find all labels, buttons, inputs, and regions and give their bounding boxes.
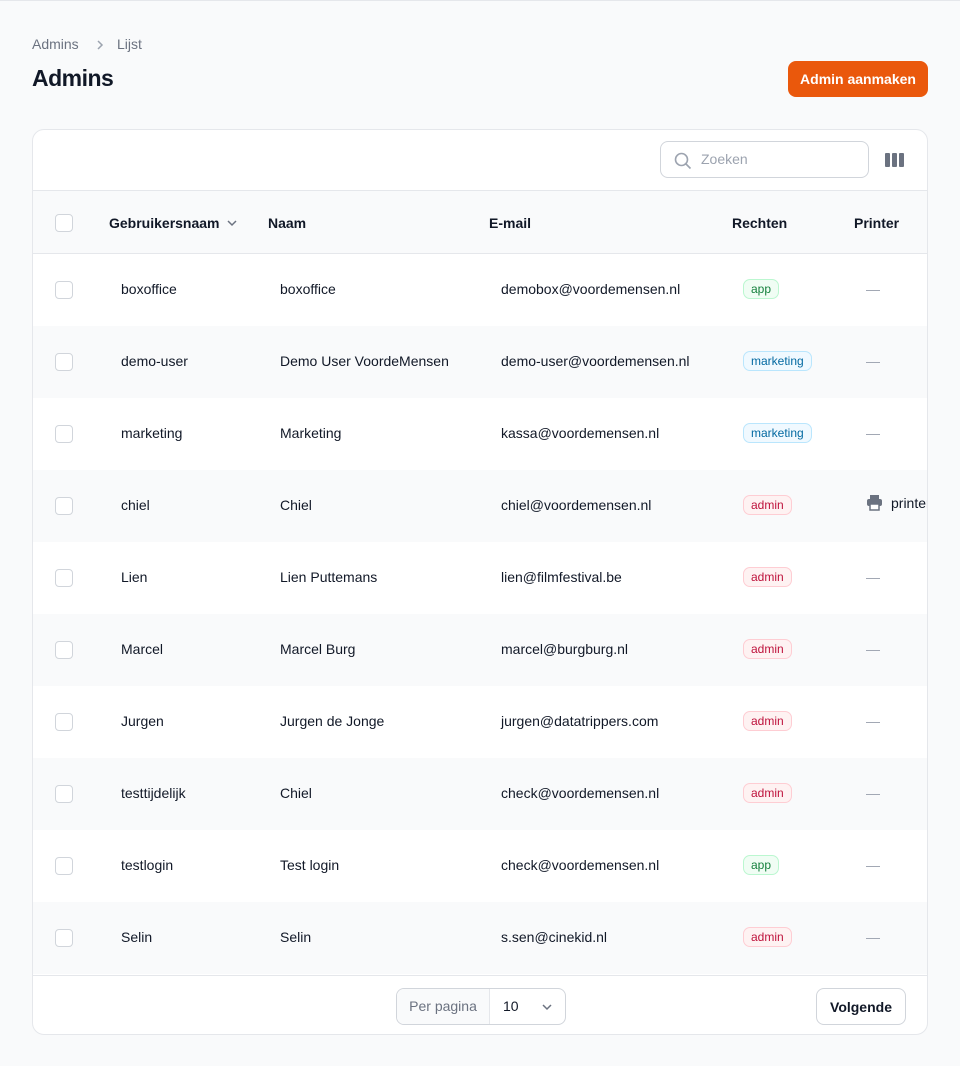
column-header[interactable]: Gebruikersnaam <box>109 215 238 231</box>
cell: kassa@voordemensen.nl <box>501 425 660 441</box>
printer-cell: printer <box>866 494 928 511</box>
create-button[interactable]: Admin aanmaken <box>788 61 928 97</box>
cell: chiel@voordemensen.nl <box>501 497 652 513</box>
table-row: marketing Marketing kassa@voordemensen.nl m… <box>33 398 927 470</box>
cell: s.sen@cinekid.nl <box>501 929 608 945</box>
next-button[interactable]: Volgende <box>816 988 906 1025</box>
cell: Jurgen de Jonge <box>280 713 385 729</box>
role-badge: marketing <box>743 351 812 371</box>
printer-cell: — <box>866 785 880 801</box>
table-row: Lien Lien Puttemans lien@filmfestival.be ad… <box>33 542 927 614</box>
column-header[interactable]: E-mail <box>489 215 532 231</box>
cell: chiel <box>121 497 150 513</box>
breadcrumb[interactable]: Admins <box>32 36 79 52</box>
cell: check@voordemensen.nl <box>501 785 660 801</box>
printer-cell: — <box>866 641 880 657</box>
columns-toggle[interactable] <box>885 152 904 168</box>
checkbox[interactable] <box>55 353 73 371</box>
role-badge: app <box>743 855 780 875</box>
column-header[interactable]: Naam <box>268 215 307 231</box>
cell: marketing <box>121 425 183 441</box>
checkbox[interactable] <box>55 569 73 587</box>
cell: Marcel Burg <box>280 641 356 657</box>
role-badge: app <box>743 279 780 299</box>
table-card: Zoeken Gebruikersnaam Naam E-mail Rechten Pr… <box>32 129 928 1035</box>
table-row: Selin Selin s.sen@cinekid.nl admin — <box>33 902 927 974</box>
pagination: Per pagina 10 Volgende <box>33 975 927 1034</box>
column-header[interactable]: Printer <box>854 215 900 231</box>
cell: demobox@voordemensen.nl <box>501 281 681 297</box>
column-header[interactable]: Rechten <box>732 215 788 231</box>
cell: boxoffice <box>121 281 177 297</box>
checkbox[interactable] <box>55 929 73 947</box>
checkbox[interactable] <box>55 641 73 659</box>
cell: Jurgen <box>121 713 164 729</box>
printer-cell: — <box>866 425 880 441</box>
sort-icon <box>226 220 237 227</box>
cell: testlogin <box>121 857 174 873</box>
cell: Lien Puttemans <box>280 569 378 585</box>
cell: Test login <box>280 857 340 873</box>
role-badge: admin <box>743 783 792 803</box>
table-header: Gebruikersnaam Naam E-mail Rechten Printer <box>33 190 927 254</box>
cell: lien@filmfestival.be <box>501 569 622 585</box>
cell: demo-user@voordemensen.nl <box>501 353 690 369</box>
page-title: Admins <box>32 65 114 91</box>
cell: Marketing <box>280 425 342 441</box>
checkbox[interactable] <box>55 497 73 515</box>
printer-cell: — <box>866 713 880 729</box>
per-page-select[interactable]: Per pagina 10 <box>396 988 566 1025</box>
table-row: testtijdelijk Chiel check@voordemensen.nl a… <box>33 758 927 830</box>
cell: marcel@burgburg.nl <box>501 641 629 657</box>
cell: demo-user <box>121 353 188 369</box>
breadcrumb-sep <box>97 40 104 50</box>
checkbox[interactable] <box>55 281 73 299</box>
checkbox[interactable] <box>55 214 73 232</box>
cell: Lien <box>121 569 148 585</box>
cell: Chiel <box>280 497 312 513</box>
cell: check@voordemensen.nl <box>501 857 660 873</box>
cell: jurgen@datatrippers.com <box>501 713 659 729</box>
cell: Selin <box>280 929 312 945</box>
search-icon <box>674 152 692 170</box>
printer-icon <box>867 495 882 511</box>
role-badge: admin <box>743 711 792 731</box>
table-row: testlogin Test login check@voordemensen.nl… <box>33 830 927 902</box>
checkbox[interactable] <box>55 857 73 875</box>
cell: Selin <box>121 929 153 945</box>
printer-cell: — <box>866 569 880 585</box>
cell: testtijdelijk <box>121 785 186 801</box>
printer-cell: — <box>866 929 880 945</box>
search-placeholder: Zoeken <box>701 151 748 167</box>
table-row: demo-user Demo User VoordeMensen demo-user… <box>33 326 927 398</box>
role-badge: admin <box>743 927 792 947</box>
table-row: Jurgen Jurgen de Jonge jurgen@datatrippers… <box>33 686 927 758</box>
search-input[interactable]: Zoeken <box>660 141 869 178</box>
checkbox[interactable] <box>55 785 73 803</box>
per-page-label: Per pagina <box>397 989 490 1024</box>
role-badge: marketing <box>743 423 812 443</box>
role-badge: admin <box>743 495 792 515</box>
table-row: Marcel Marcel Burg marcel@burgburg.nl admin… <box>33 614 927 686</box>
table-row: boxoffice boxoffice demobox@voordemensen.n… <box>33 254 927 326</box>
printer-cell: — <box>866 353 880 369</box>
role-badge: admin <box>743 639 792 659</box>
cell: Marcel <box>121 641 164 657</box>
cell: Chiel <box>280 785 312 801</box>
table-row: chiel Chiel chiel@voordemensen.nl admin prin… <box>33 470 928 542</box>
printer-cell: — <box>866 281 880 297</box>
cell: boxoffice <box>280 281 336 297</box>
chevron <box>542 1004 552 1011</box>
breadcrumb[interactable]: Lijst <box>117 36 142 52</box>
printer-cell: — <box>866 857 880 873</box>
checkbox[interactable] <box>55 425 73 443</box>
per-page-value: 10 <box>503 998 519 1014</box>
role-badge: admin <box>743 567 792 587</box>
cell: Demo User VoordeMensen <box>280 353 449 369</box>
printer-name: printer <box>891 494 928 511</box>
checkbox[interactable] <box>55 713 73 731</box>
